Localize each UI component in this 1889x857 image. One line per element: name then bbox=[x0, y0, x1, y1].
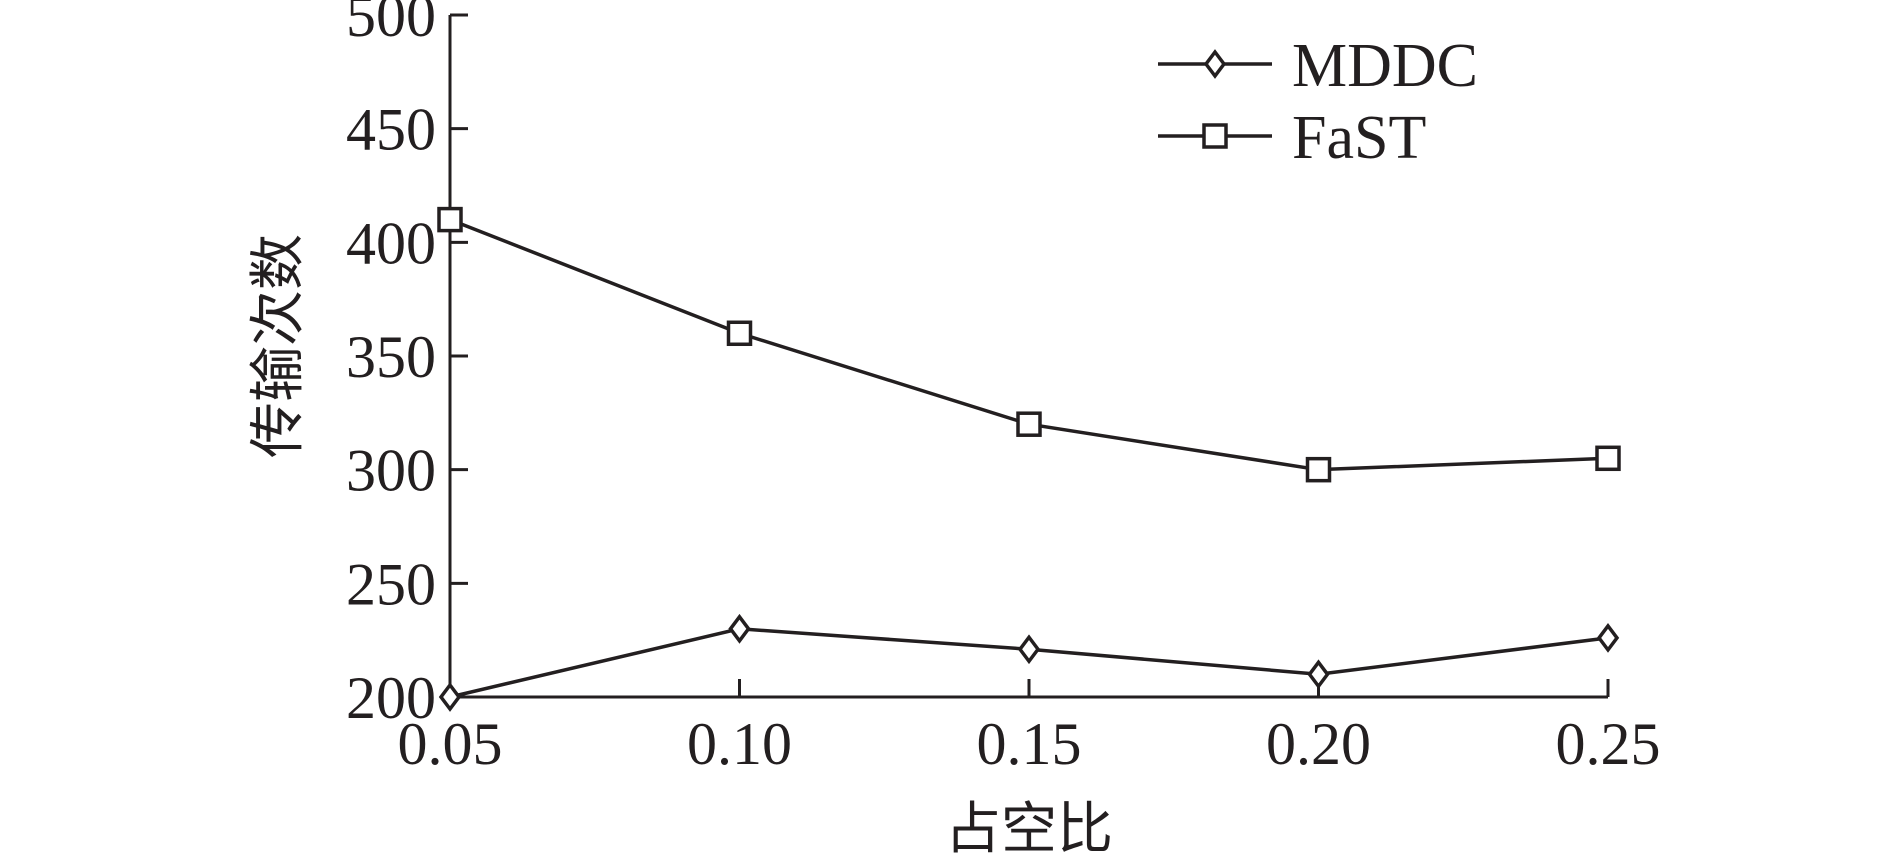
x-tick-label: 0.25 bbox=[1556, 711, 1661, 777]
y-tick-label: 300 bbox=[346, 438, 436, 504]
square-marker bbox=[1305, 456, 1332, 483]
x-ticks: 0.05 0.10 0.15 0.20 0.25 bbox=[398, 679, 1661, 777]
diamond-marker bbox=[1596, 622, 1620, 653]
square-marker bbox=[1202, 123, 1228, 149]
diamond-marker bbox=[1203, 49, 1227, 79]
legend-label: FaST bbox=[1292, 104, 1426, 172]
diamond-marker bbox=[438, 682, 462, 712]
square-marker bbox=[726, 320, 753, 347]
series-mddc bbox=[438, 613, 1620, 712]
y-ticks: 200 250 300 350 400 450 500 bbox=[346, 0, 468, 731]
square-marker bbox=[1016, 411, 1042, 437]
diamond-marker bbox=[1017, 634, 1041, 665]
y-tick-label: 250 bbox=[346, 551, 436, 617]
series-group bbox=[437, 206, 1621, 712]
axes bbox=[448, 15, 1608, 699]
y-tick-label: 500 bbox=[346, 0, 436, 49]
square-marker bbox=[437, 206, 463, 233]
y-tick-label: 450 bbox=[346, 97, 436, 163]
y-tick-label: 350 bbox=[346, 324, 436, 390]
x-tick-label: 0.15 bbox=[977, 711, 1082, 777]
square-marker bbox=[1595, 445, 1621, 472]
y-tick-label: 200 bbox=[346, 665, 436, 731]
legend-item-fast: FaST bbox=[1158, 104, 1426, 172]
x-tick-label: 0.05 bbox=[398, 711, 503, 777]
y-tick-label: 400 bbox=[346, 210, 436, 276]
legend-label: MDDC bbox=[1292, 32, 1478, 100]
x-tick-label: 0.10 bbox=[687, 711, 792, 777]
diamond-marker bbox=[728, 613, 751, 644]
y-axis-title: 传输次数 bbox=[248, 234, 310, 458]
x-tick-label: 0.20 bbox=[1266, 711, 1371, 777]
legend-item-mddc: MDDC bbox=[1158, 32, 1478, 100]
series-fast bbox=[437, 206, 1621, 483]
diamond-marker bbox=[1307, 659, 1330, 690]
x-axis-title: 占空比 bbox=[945, 799, 1113, 857]
